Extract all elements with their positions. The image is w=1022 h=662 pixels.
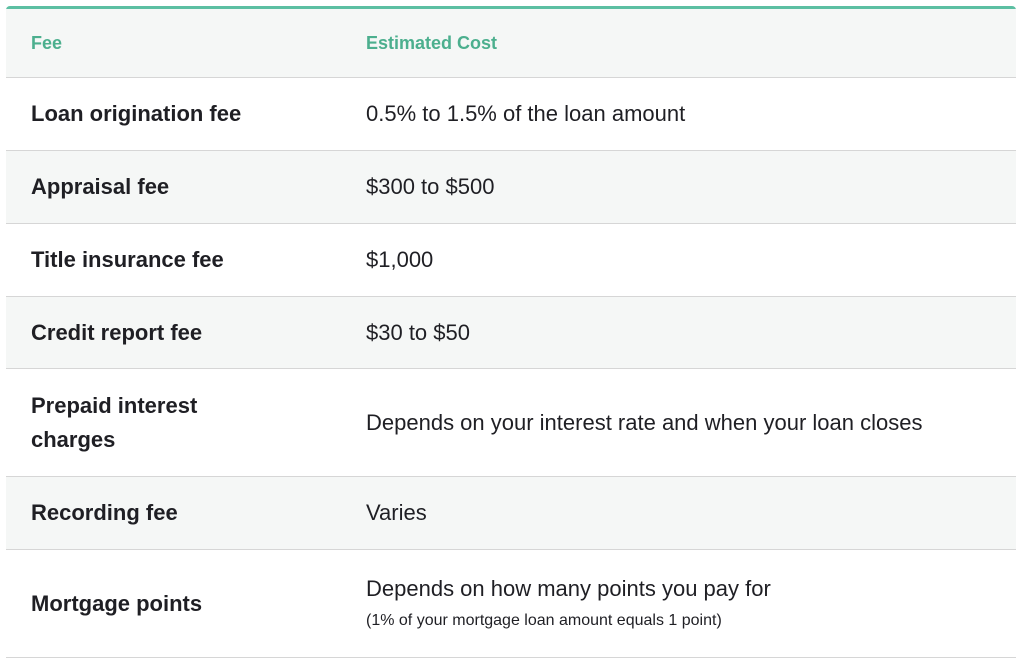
fee-cost: Depends on how many points you pay for [366, 575, 771, 601]
fee-note: (1% of your mortgage loan amount equals … [366, 611, 722, 629]
table-row: Recording fee Varies [6, 477, 1016, 550]
fee-name: Appraisal fee [31, 174, 170, 199]
table-row: Appraisal fee $300 to $500 [6, 151, 1016, 224]
table-row: Loan origination fee 0.5% to 1.5% of the… [6, 78, 1016, 151]
fee-cost-cell: Depends on how many points you pay for (… [366, 572, 1016, 636]
table-header: Fee Estimated Cost [6, 9, 1016, 78]
fee-name: Prepaid interest charges [31, 392, 198, 452]
fee-name: Recording fee [31, 500, 178, 525]
fee-cost: $300 to $500 [366, 174, 495, 199]
table-row: Prepaid interest charges Depends on your… [6, 369, 1016, 477]
fee-cost: 0.5% to 1.5% of the loan amount [366, 101, 686, 126]
header-fee: Fee [31, 33, 63, 53]
fee-name: Loan origination fee [31, 101, 242, 126]
fee-cost: $1,000 [366, 247, 434, 272]
table-row: Title insurance fee $1,000 [6, 224, 1016, 297]
fee-name: Title insurance fee [31, 247, 224, 272]
fees-table: Fee Estimated Cost Loan origination fee … [6, 6, 1016, 658]
fee-cost: Depends on your interest rate and when y… [366, 409, 923, 435]
fee-cost: Varies [366, 500, 427, 525]
table-row: Credit report fee $30 to $50 [6, 297, 1016, 369]
fee-name: Credit report fee [31, 319, 203, 345]
fee-name: Mortgage points [31, 590, 203, 616]
table-row: Mortgage points Depends on how many poin… [6, 550, 1016, 658]
header-estimated-cost: Estimated Cost [366, 33, 498, 53]
fee-cost: $30 to $50 [366, 319, 470, 345]
